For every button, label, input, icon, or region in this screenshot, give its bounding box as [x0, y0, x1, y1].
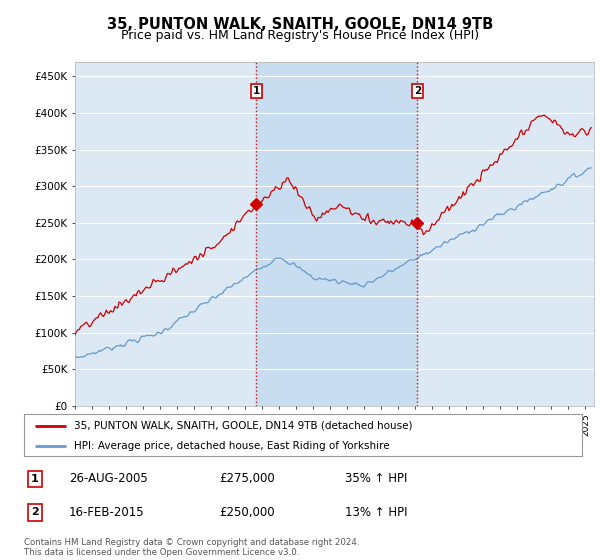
Text: 26-AUG-2005: 26-AUG-2005 [69, 472, 148, 486]
Text: 35, PUNTON WALK, SNAITH, GOOLE, DN14 9TB (detached house): 35, PUNTON WALK, SNAITH, GOOLE, DN14 9TB… [74, 421, 413, 431]
Text: 2: 2 [31, 507, 38, 517]
Text: 2: 2 [414, 86, 421, 96]
Text: 13% ↑ HPI: 13% ↑ HPI [345, 506, 407, 519]
Bar [256, 62, 418, 406]
Text: HPI: Average price, detached house, East Riding of Yorkshire: HPI: Average price, detached house, East… [74, 441, 390, 451]
Text: Price paid vs. HM Land Registry's House Price Index (HPI): Price paid vs. HM Land Registry's House … [121, 29, 479, 42]
Text: Contains HM Land Registry data © Crown copyright and database right 2024.
This d: Contains HM Land Registry data © Crown c… [24, 538, 359, 557]
Text: 35% ↑ HPI: 35% ↑ HPI [345, 472, 407, 486]
Text: 1: 1 [253, 86, 260, 96]
Text: 16-FEB-2015: 16-FEB-2015 [69, 506, 145, 519]
Text: 35, PUNTON WALK, SNAITH, GOOLE, DN14 9TB: 35, PUNTON WALK, SNAITH, GOOLE, DN14 9TB [107, 17, 493, 32]
Text: £250,000: £250,000 [219, 506, 275, 519]
Text: £275,000: £275,000 [219, 472, 275, 486]
Text: 1: 1 [31, 474, 38, 484]
